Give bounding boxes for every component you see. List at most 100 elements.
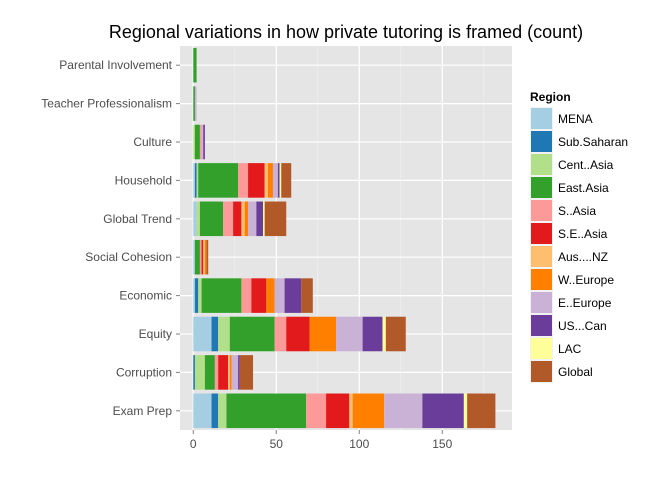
y-tick-label: Social Cohesion bbox=[85, 250, 172, 264]
bar-segment bbox=[223, 201, 234, 237]
bar-segment bbox=[204, 355, 215, 390]
legend-swatch bbox=[531, 177, 552, 198]
legend-label: Sub.Saharan bbox=[558, 135, 628, 149]
legend-label: Aus....NZ bbox=[558, 250, 608, 264]
legend-label: East.Asia bbox=[558, 181, 609, 195]
bar-segment bbox=[264, 163, 268, 198]
legend-swatch bbox=[531, 292, 552, 313]
bar-segment bbox=[244, 201, 249, 237]
x-tick-label: 100 bbox=[349, 437, 369, 451]
x-axis: 0 50 100 150 bbox=[190, 430, 453, 451]
bar-segment bbox=[193, 201, 197, 237]
bar-segment bbox=[263, 201, 265, 237]
bar-segment bbox=[281, 163, 292, 198]
bar-segment bbox=[198, 163, 239, 198]
bar-segment bbox=[196, 163, 199, 198]
bar-segment bbox=[194, 86, 197, 121]
bar-segment bbox=[301, 278, 313, 313]
bar-segment bbox=[193, 124, 195, 160]
bar-segment bbox=[204, 239, 207, 275]
bar-segment bbox=[201, 239, 204, 275]
bar-segment bbox=[214, 355, 219, 390]
chart-title: Regional variations in how private tutor… bbox=[109, 22, 583, 42]
bar-segment bbox=[199, 124, 202, 160]
bar-segment bbox=[201, 124, 204, 160]
legend-label: S.E..Asia bbox=[558, 227, 608, 241]
x-tick-label: 150 bbox=[432, 437, 452, 451]
bar-segment bbox=[274, 316, 287, 352]
bar-segment bbox=[211, 393, 219, 429]
bar-segment bbox=[352, 393, 385, 429]
legend: Region MENA Sub.Saharan Cent..Asia East.Asi… bbox=[530, 90, 628, 383]
bar-segment bbox=[382, 316, 386, 352]
legend-swatch bbox=[531, 200, 552, 221]
bar-segment bbox=[194, 278, 199, 313]
bar-segment bbox=[238, 355, 240, 390]
bar-segment bbox=[229, 316, 275, 352]
bar-segment bbox=[385, 316, 406, 352]
legend-label: Cent..Asia bbox=[558, 158, 614, 172]
bar-segment bbox=[362, 316, 383, 352]
bar-segment bbox=[233, 201, 242, 237]
legend-swatch bbox=[531, 154, 552, 175]
bar-segment bbox=[194, 163, 197, 198]
bar-segment bbox=[218, 393, 227, 429]
x-tick-label: 50 bbox=[270, 437, 284, 451]
bar-segment bbox=[193, 316, 212, 352]
grid-lines bbox=[180, 46, 512, 430]
y-tick-label: Equity bbox=[139, 327, 172, 341]
y-tick-label: Corruption bbox=[116, 365, 172, 379]
bar-segment bbox=[193, 393, 212, 429]
legend-swatch bbox=[531, 131, 552, 152]
bar-segment bbox=[306, 393, 327, 429]
legend-title: Region bbox=[530, 90, 571, 104]
bar-segment bbox=[211, 316, 219, 352]
bar-segment bbox=[194, 239, 200, 275]
bar-segment bbox=[226, 393, 307, 429]
bar-segment bbox=[326, 393, 350, 429]
bar-segment bbox=[201, 278, 242, 313]
bar-segment bbox=[309, 316, 337, 352]
legend-swatch bbox=[531, 246, 552, 267]
legend-label: Global bbox=[558, 365, 593, 379]
y-tick-label: Economic bbox=[119, 289, 172, 303]
bar-segment bbox=[193, 355, 195, 390]
bar-segment bbox=[193, 278, 195, 313]
y-tick-label: Exam Prep bbox=[113, 404, 173, 418]
y-axis: Parental Involvement Teacher Professional… bbox=[41, 58, 180, 418]
bar-segment bbox=[286, 316, 310, 352]
legend-swatch bbox=[531, 338, 552, 359]
bar-segment bbox=[467, 393, 496, 429]
legend-label: W..Europe bbox=[558, 273, 614, 287]
bar-segment bbox=[279, 163, 282, 198]
bar-segment bbox=[203, 239, 205, 275]
bar-segment bbox=[196, 201, 200, 237]
bar-segment bbox=[194, 355, 205, 390]
y-tick-label: Culture bbox=[133, 135, 172, 149]
bar-segment bbox=[256, 201, 263, 237]
legend-label: LAC bbox=[558, 342, 582, 356]
bar-segment bbox=[229, 355, 232, 390]
y-tick-label: Household bbox=[115, 173, 172, 187]
bar-segment bbox=[193, 239, 195, 275]
bar-segment bbox=[251, 278, 267, 313]
bar-segment bbox=[218, 355, 229, 390]
bar-segment bbox=[199, 239, 202, 275]
bar-segment bbox=[336, 316, 363, 352]
bar-segment bbox=[231, 355, 239, 390]
bar-segment bbox=[272, 163, 278, 198]
bar-segment bbox=[277, 163, 280, 198]
x-tick-label: 0 bbox=[190, 437, 197, 451]
bar-segment bbox=[193, 47, 197, 83]
legend-label: MENA bbox=[558, 112, 593, 126]
legend-label: US...Can bbox=[558, 319, 607, 333]
bar-segment bbox=[193, 86, 195, 121]
bar-segment bbox=[274, 278, 285, 313]
bar-segment bbox=[267, 163, 273, 198]
bar-segment bbox=[463, 393, 468, 429]
legend-swatch bbox=[531, 223, 552, 244]
bar-segment bbox=[218, 316, 230, 352]
y-tick-label: Teacher Professionalism bbox=[41, 97, 172, 111]
legend-label: E..Europe bbox=[558, 296, 612, 310]
